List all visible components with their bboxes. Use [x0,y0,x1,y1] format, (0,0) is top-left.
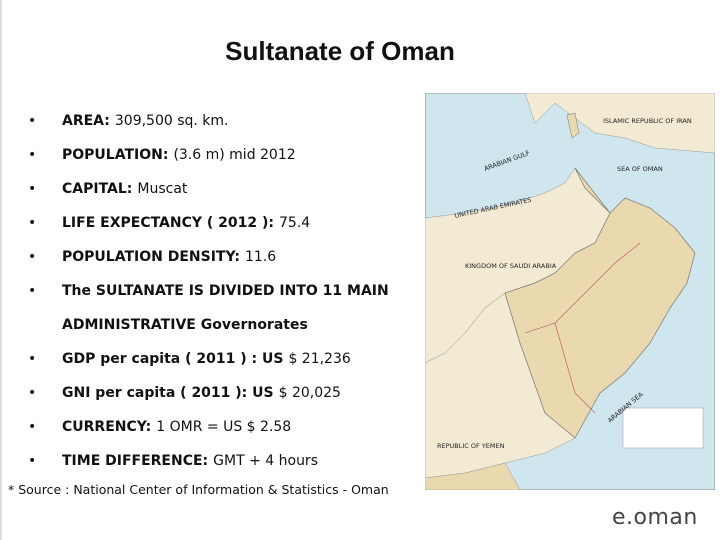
bullet-label: POPULATION DENSITY: [62,249,240,265]
bullet-value: 309,500 sq. km. [114,113,229,129]
bullet-list: AREA:309,500 sq. km.POPULATION:(3.6 m) m… [28,104,418,478]
map-legend [622,407,704,449]
map: ISLAMIC REPUBLIC OF IRAN ARABIAN GULF SE… [425,93,715,490]
bullet-label: TIME DIFFERENCE: [62,453,209,469]
edge-line [0,0,2,540]
iran-land [425,93,715,154]
logo: e.oman [612,505,698,530]
bullet-label: CURRENCY: [62,419,152,435]
bullet-value: (3.6 m) mid 2012 [173,147,296,163]
bullet-item: GDP per capita ( 2011 ) : US$ 21,236 [28,342,392,376]
bullet-item: CURRENCY:1 OMR = US $ 2.58 [28,410,392,444]
bullet-value: 11.6 [244,249,277,265]
musandam [566,112,580,139]
bullet-item: GNI per capita ( 2011 ): US$ 20,025 [28,376,392,410]
bullet-item: CAPITAL:Muscat [28,172,392,206]
map-label: ISLAMIC REPUBLIC OF IRAN [603,117,692,125]
oman-land [504,167,696,439]
bullet-item: LIFE EXPECTANCY ( 2012 ): 75.4 [28,206,392,240]
bullet-item: POPULATION DENSITY:11.6 [28,240,392,274]
source-note: * Source : National Center of Informatio… [8,482,389,497]
bullet-value: 1 OMR = US $ 2.58 [156,419,292,435]
roads [524,242,641,414]
bullet-label: GDP per capita ( 2011 ) : US [62,351,284,367]
bullet-item: AREA:309,500 sq. km. [28,104,392,138]
bullet-label: The SULTANATE IS DIVIDED INTO 11 MAIN AD… [62,283,389,333]
map-label: KINGDOM OF SAUDI ARABIA [465,262,557,270]
bullet-value: $ 21,236 [288,351,351,367]
bullet-value: Muscat [137,181,188,197]
map-label: REPUBLIC OF YEMEN [437,442,505,450]
bullet-label: GNI per capita ( 2011 ): US [62,385,274,401]
bullet-label: LIFE EXPECTANCY ( 2012 ): [62,215,274,231]
bullet-item: POPULATION:(3.6 m) mid 2012 [28,138,392,172]
bullet-item: TIME DIFFERENCE:GMT + 4 hours [28,444,392,478]
slide-title: Sultanate of Oman [225,36,455,66]
bullet-label: POPULATION: [62,147,169,163]
yemen-land [425,462,521,490]
bullet-value: GMT + 4 hours [213,453,318,469]
map-label: SEA OF OMAN [617,165,663,173]
bullet-label: CAPITAL: [62,181,133,197]
bullet-value: $ 20,025 [278,385,341,401]
bullet-label: AREA: [62,113,110,129]
bullet-value: 75.4 [279,215,311,231]
bullet-item: The SULTANATE IS DIVIDED INTO 11 MAIN AD… [28,274,392,342]
